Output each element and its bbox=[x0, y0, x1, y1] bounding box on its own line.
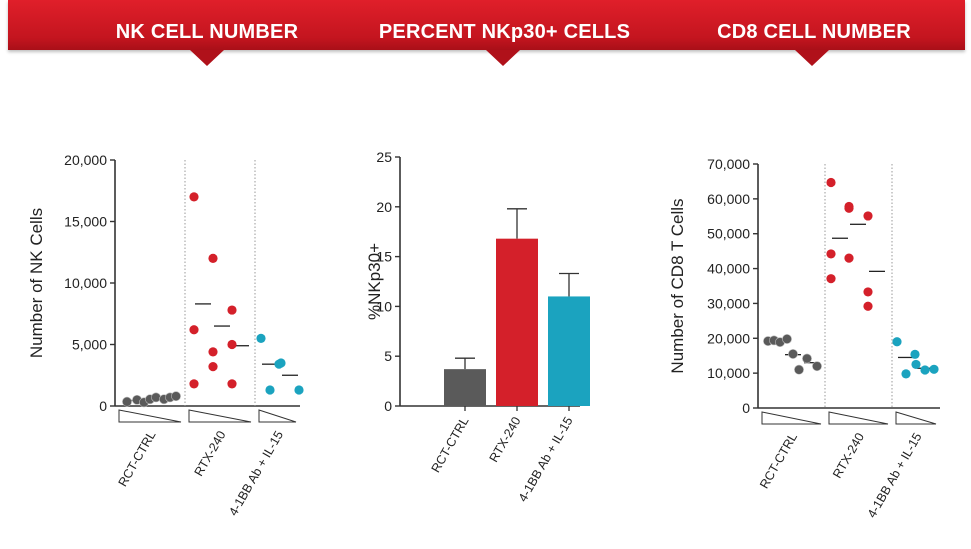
cd8-data-point bbox=[826, 274, 836, 284]
nk-data-point bbox=[122, 396, 132, 407]
cd8-y-tick-label: 30,000 bbox=[707, 295, 750, 311]
banner-title-percent-nkp30: PERCENT NKp30+ CELLS bbox=[378, 21, 631, 43]
cd8-data-point bbox=[812, 361, 822, 372]
cd8-data-point bbox=[863, 287, 873, 297]
cd8-data-point bbox=[929, 364, 939, 374]
cd8-data-point bbox=[802, 353, 812, 364]
cd8-dose-wedge bbox=[761, 411, 822, 425]
cd8-y-tick-label: 10,000 bbox=[707, 365, 750, 381]
cd8-data-point bbox=[863, 211, 873, 221]
nk-category-label: RCT-CTRL bbox=[116, 428, 159, 489]
cd8-data-point bbox=[911, 359, 921, 370]
banner-title-cd8-cell-number: CD8 CELL NUMBER bbox=[717, 21, 911, 43]
cd8-category-label: RTX-240 bbox=[830, 430, 867, 480]
nk-data-point bbox=[208, 362, 218, 372]
nkp30-y-axis-label: %NKp30+ bbox=[365, 243, 384, 320]
nk-data-point bbox=[265, 385, 275, 395]
nk-data-point bbox=[227, 305, 237, 315]
cd8-data-point bbox=[826, 249, 836, 259]
cd8-data-point bbox=[844, 203, 854, 213]
nk-data-point bbox=[151, 392, 161, 403]
nk-category-label: RTX-240 bbox=[192, 428, 229, 478]
cd8-data-point bbox=[782, 334, 792, 344]
nk-data-point bbox=[171, 391, 181, 402]
nk-y-axis-label: Number of NK Cells bbox=[27, 208, 46, 358]
nk-data-point bbox=[189, 192, 199, 202]
nk-dose-wedge bbox=[118, 409, 182, 423]
cd8-data-point bbox=[910, 349, 920, 359]
cd8-data-point bbox=[901, 369, 911, 379]
nk-dose-wedge bbox=[258, 409, 297, 423]
cd8-data-point bbox=[826, 177, 836, 188]
cd8-category-label: 4-1BB Ab + IL-15 bbox=[865, 430, 925, 520]
cd8-data-point bbox=[863, 301, 873, 311]
nk-data-point bbox=[189, 379, 199, 389]
nk-data-point bbox=[227, 379, 237, 389]
header-banner bbox=[8, 0, 965, 50]
nk-category-label: 4-1BB Ab + IL-15 bbox=[226, 428, 286, 518]
nkp30-y-tick-label: 5 bbox=[384, 348, 392, 364]
cd8-y-tick-label: 50,000 bbox=[707, 226, 750, 242]
banner-notch-2 bbox=[486, 50, 520, 66]
nkp30-bar bbox=[548, 296, 590, 406]
banner-title-nk-cell-number: NK CELL NUMBER bbox=[115, 21, 299, 43]
nk-y-tick-label: 0 bbox=[99, 398, 107, 414]
cd8-y-tick-label: 40,000 bbox=[707, 261, 750, 277]
cd8-y-tick-label: 70,000 bbox=[707, 156, 750, 172]
nk-data-point bbox=[189, 325, 199, 335]
cd8-y-tick-label: 60,000 bbox=[707, 191, 750, 207]
cd8-category-label: RCT-CTRL bbox=[757, 430, 800, 491]
nk-data-point bbox=[208, 253, 218, 263]
nk-data-point bbox=[208, 347, 218, 357]
nkp30-y-tick-label: 20 bbox=[376, 199, 392, 215]
banner-notch-3 bbox=[795, 50, 829, 66]
nk-data-point bbox=[294, 385, 304, 395]
cd8-dose-wedge bbox=[895, 411, 937, 425]
cd8-y-tick-label: 0 bbox=[742, 400, 750, 416]
nkp30-category-label: RTX-240 bbox=[487, 414, 524, 464]
nk-data-point bbox=[256, 333, 266, 343]
cd8-data-point bbox=[844, 253, 854, 263]
nk-y-tick-label: 15,000 bbox=[64, 214, 107, 230]
nkp30-bar bbox=[444, 369, 486, 406]
cd8-dose-wedge bbox=[828, 411, 889, 425]
nk-y-tick-label: 5,000 bbox=[72, 337, 107, 353]
cd8-data-point bbox=[794, 364, 804, 375]
nkp30-y-tick-label: 0 bbox=[384, 398, 392, 414]
nkp30-y-tick-label: 15 bbox=[376, 249, 392, 265]
nkp30-y-tick-label: 10 bbox=[376, 298, 392, 314]
cd8-data-point bbox=[920, 365, 930, 375]
nk-y-tick-label: 10,000 bbox=[64, 275, 107, 291]
nk-data-point bbox=[276, 358, 286, 368]
banner-notch-1 bbox=[190, 50, 224, 66]
nk-y-tick-label: 20,000 bbox=[64, 152, 107, 168]
nkp30-category-label: RCT-CTRL bbox=[429, 414, 472, 475]
nk-dose-wedge bbox=[188, 409, 252, 423]
nkp30-category-label: 4-1BB Ab + IL-15 bbox=[516, 414, 576, 504]
nk-data-point bbox=[227, 339, 237, 350]
cd8-y-tick-label: 20,000 bbox=[707, 330, 750, 346]
cd8-data-point bbox=[788, 349, 798, 359]
nkp30-y-tick-label: 25 bbox=[376, 149, 392, 165]
cd8-y-axis-label: Number of CD8 T Cells bbox=[668, 198, 687, 373]
cd8-data-point bbox=[892, 337, 902, 347]
nkp30-bar bbox=[496, 238, 538, 406]
